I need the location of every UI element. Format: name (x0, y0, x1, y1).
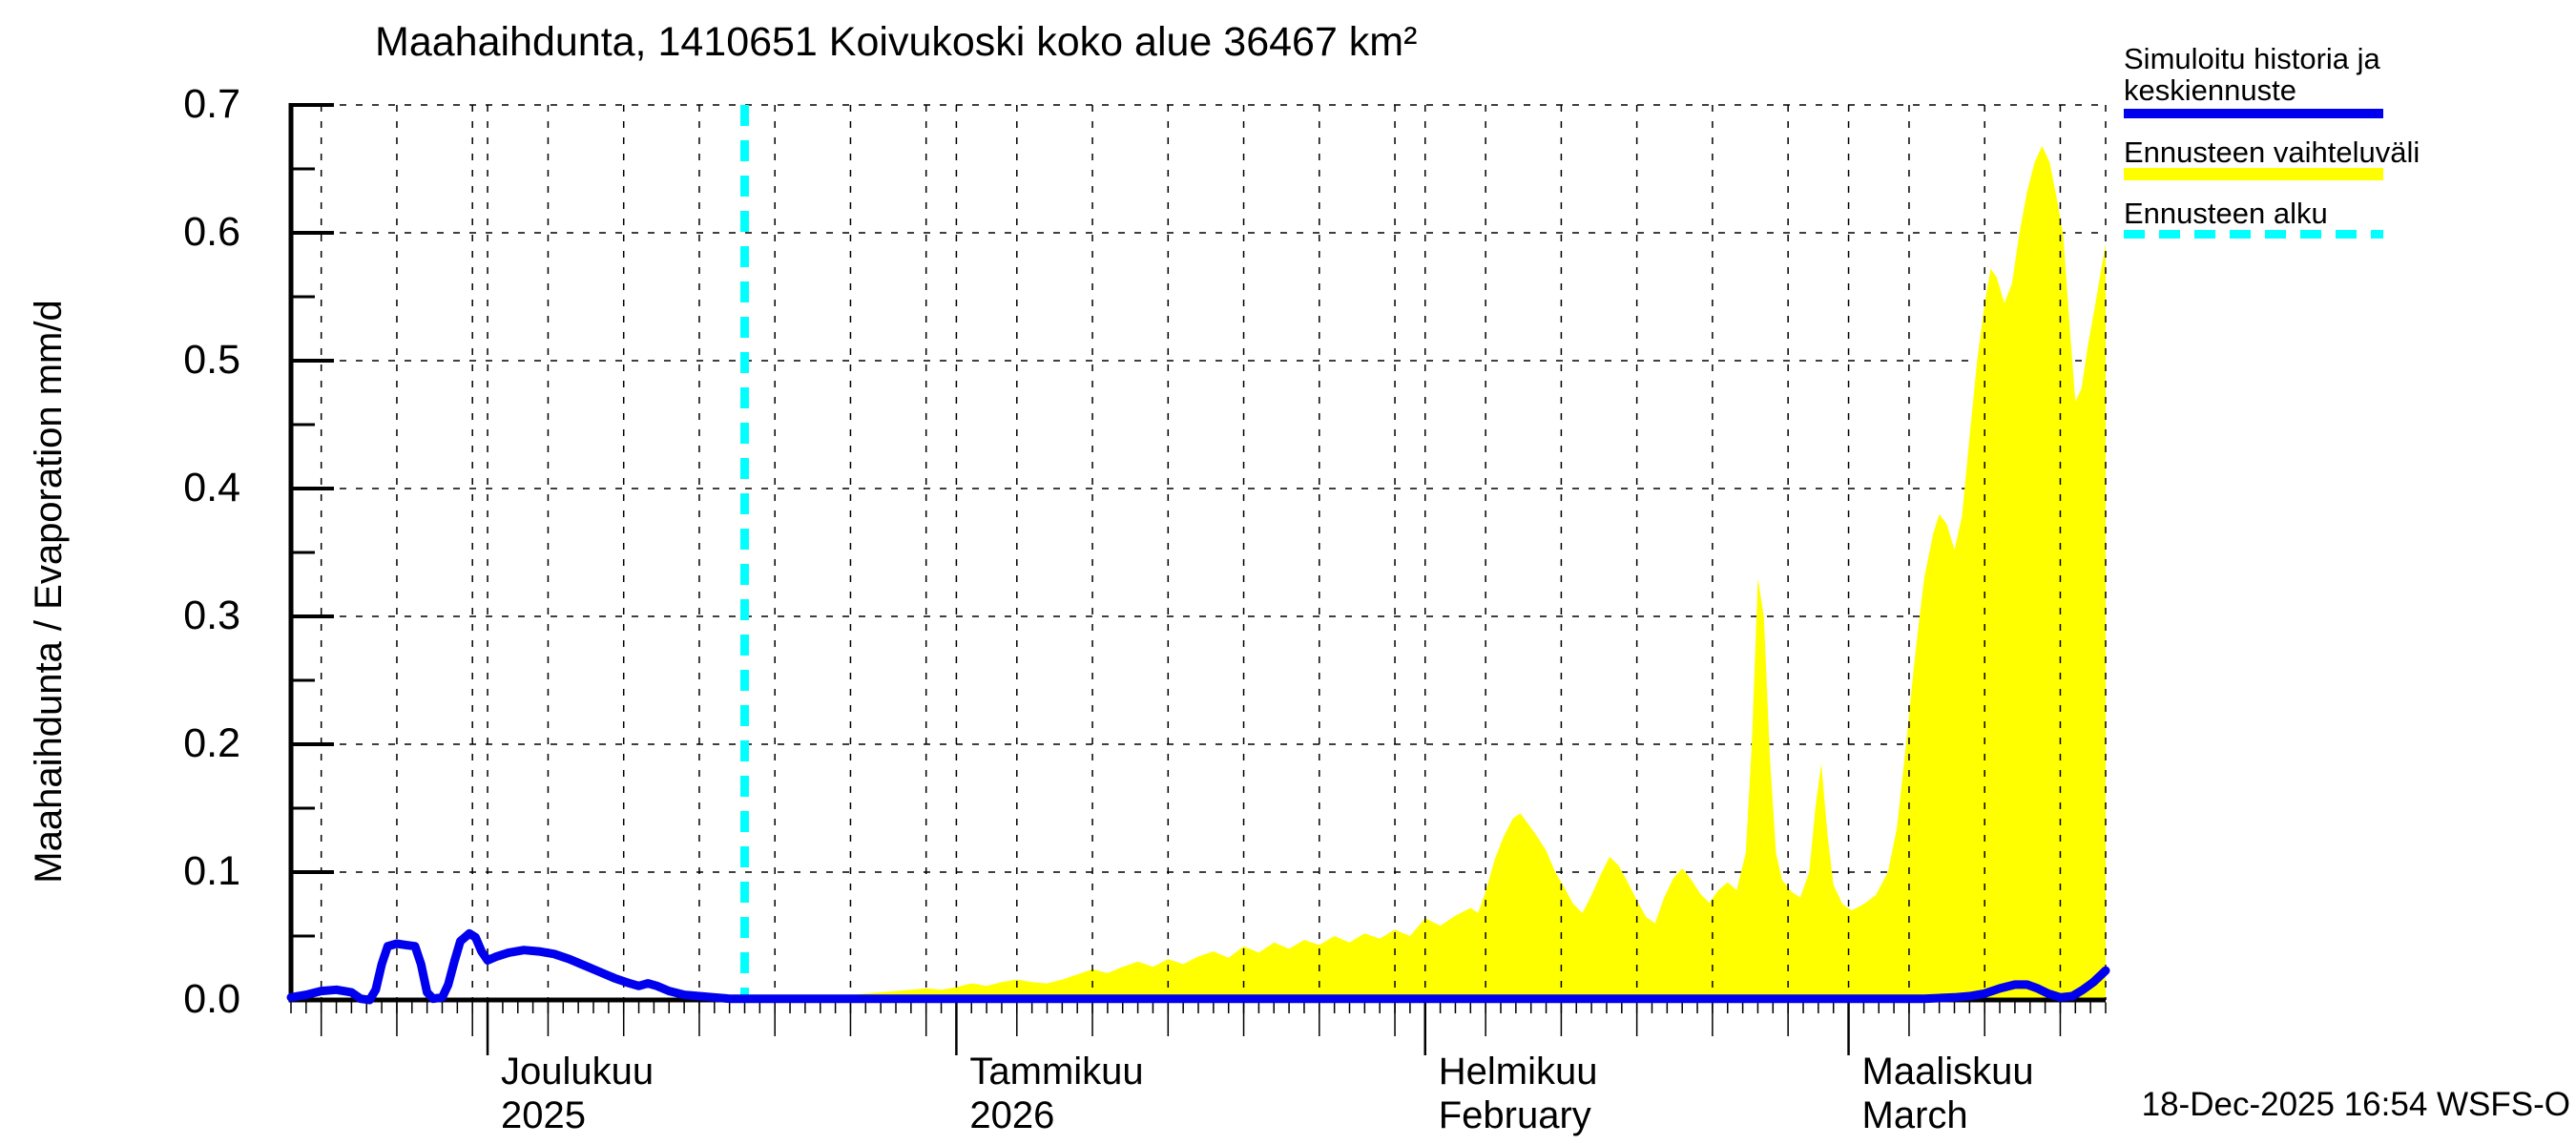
y-tick-label: 0.3 (183, 593, 240, 638)
y-tick-label: 0.7 (183, 81, 240, 127)
month-label-line1: Maaliskuu (1861, 1051, 2034, 1093)
month-label-line1: Tammikuu (969, 1051, 1144, 1093)
x-month-label: Maaliskuu March (1862, 1050, 2034, 1137)
month-label-line1: Joulukuu (501, 1051, 654, 1093)
chart-title: Maahaihdunta, 1410651 Koivukoski koko al… (375, 19, 1418, 65)
y-tick-label: 0.6 (183, 209, 240, 255)
y-tick-label: 0.4 (183, 465, 240, 510)
y-tick-label: 0.5 (183, 337, 240, 383)
month-label-line2: February (1438, 1094, 1591, 1136)
legend-label-history-line2: keskiennuste (2124, 73, 2296, 107)
timestamp: 18-Dec-2025 16:54 WSFS-O (2141, 1086, 2570, 1123)
history-mean-line (286, 928, 2110, 1005)
y-tick-label: 0.0 (183, 976, 240, 1022)
legend-label-range: Ennusteen vaihteluväli (2124, 135, 2420, 169)
forecast-range-area (744, 145, 2106, 1000)
month-label-line2: March (1861, 1094, 1968, 1136)
legend-label-forecast-start: Ennusteen alku (2124, 197, 2328, 230)
y-axis-label: Maahaihdunta / Evaporation mm/d (28, 300, 70, 884)
legend-swatch-history-line (2124, 109, 2383, 118)
month-label-line2: 2025 (501, 1094, 587, 1136)
y-tick-label: 0.1 (183, 848, 240, 894)
legend-label-history-line1: Simuloitu historia ja (2124, 42, 2380, 75)
month-label-line1: Helmikuu (1438, 1051, 1598, 1093)
x-month-label: Joulukuu 2025 (501, 1050, 654, 1137)
y-tick-label: 0.2 (183, 720, 240, 766)
month-label-line2: 2026 (969, 1094, 1055, 1136)
x-month-label: Helmikuu February (1439, 1050, 1598, 1137)
legend-swatch-forecast-start (2124, 230, 2383, 239)
x-month-label: Tammikuu 2026 (969, 1050, 1143, 1137)
legend-swatch-forecast-range (2124, 168, 2383, 180)
